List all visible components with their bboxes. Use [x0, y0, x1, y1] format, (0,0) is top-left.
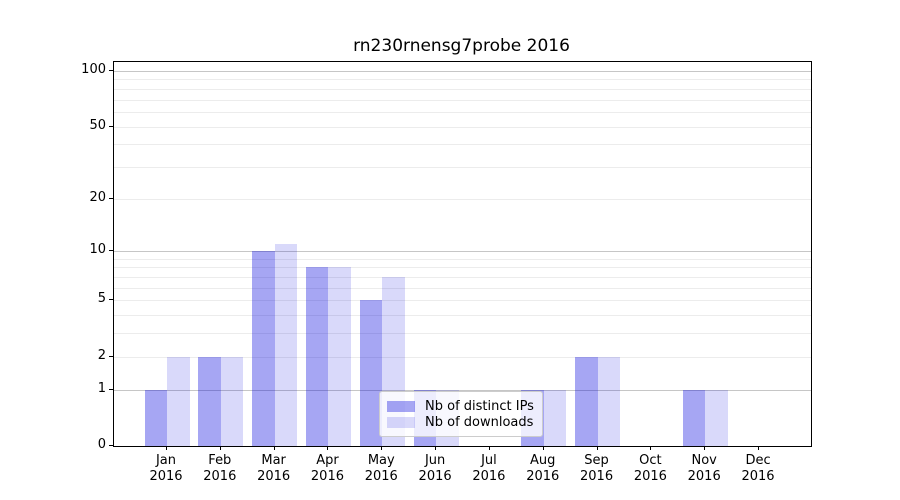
legend-label: Nb of downloads [425, 414, 534, 430]
gridline-major [114, 389, 811, 391]
x-tick-label: Feb 2016 [203, 453, 237, 484]
legend-swatch-distinct-ips [387, 400, 415, 412]
bar [543, 389, 567, 446]
chart-title: rn230rnensg7probe 2016 [353, 36, 570, 56]
legend-item-distinct-ips: Nb of distinct IPs [387, 398, 534, 414]
gridline-minor [114, 258, 811, 260]
x-tick-label: Sep 2016 [580, 453, 614, 484]
bar [220, 356, 244, 446]
bar [359, 300, 383, 446]
x-tick-label: Aug 2016 [526, 453, 560, 484]
plot-area: Nb of distinct IPs Nb of downloads [113, 61, 812, 447]
bar [682, 389, 706, 446]
x-tick-mark [488, 446, 490, 450]
x-tick-mark [650, 446, 652, 450]
bar [198, 356, 221, 446]
gridline-minor [114, 88, 811, 90]
x-tick-label: Jun 2016 [418, 453, 452, 484]
y-tick-mark [109, 197, 113, 199]
legend-label: Nb of distinct IPs [425, 398, 534, 414]
x-tick-label: Dec 2016 [741, 453, 775, 484]
legend-swatch-downloads [387, 416, 415, 428]
y-tick-label: 5 [97, 291, 106, 307]
gridline-major [114, 71, 811, 72]
x-tick-mark [704, 446, 706, 450]
gridline-minor [114, 126, 811, 128]
x-tick-mark [435, 446, 437, 450]
x-tick-label: Nov 2016 [687, 453, 721, 484]
gridline-minor [114, 300, 811, 302]
gridline-minor [114, 267, 811, 269]
gridline-major [114, 251, 811, 253]
gridline-minor [114, 356, 811, 358]
y-tick-label: 10 [89, 242, 106, 258]
y-tick-label: 50 [89, 117, 106, 133]
y-tick-label: 1 [97, 380, 106, 396]
x-tick-label: Apr 2016 [310, 453, 344, 484]
gridline-minor [114, 166, 811, 168]
x-tick-mark [596, 446, 598, 450]
y-tick-label: 0 [97, 437, 106, 452]
bar [274, 244, 298, 446]
x-tick-mark [273, 446, 275, 450]
y-tick-mark [109, 250, 113, 252]
y-tick-mark [109, 299, 113, 301]
bar [252, 251, 275, 446]
legend-item-downloads: Nb of downloads [387, 414, 534, 430]
y-tick-mark [109, 70, 113, 71]
y-tick-mark [109, 445, 113, 446]
gridline-minor [114, 198, 811, 200]
bar [575, 356, 598, 446]
gridline-minor [114, 277, 811, 279]
bar [144, 389, 167, 446]
gridline-minor [114, 333, 811, 335]
y-tick-mark [109, 388, 113, 390]
x-tick-mark [166, 446, 167, 450]
x-tick-mark [758, 446, 760, 450]
y-tick-label: 2 [97, 347, 106, 363]
gridline-minor [114, 287, 811, 289]
bar [705, 389, 728, 446]
y-tick-label: 20 [89, 189, 106, 205]
gridline-minor [114, 79, 811, 81]
bar [305, 267, 329, 446]
gridline-minor [114, 99, 811, 101]
legend: Nb of distinct IPs Nb of downloads [379, 391, 543, 437]
x-tick-mark [327, 446, 329, 450]
y-tick-mark [109, 355, 113, 357]
x-tick-label: May 2016 [364, 453, 398, 484]
x-tick-label: Mar 2016 [257, 453, 291, 484]
x-tick-mark [542, 446, 544, 450]
x-tick-label: Jul 2016 [472, 453, 506, 484]
bar [167, 356, 190, 446]
gridline-minor [114, 111, 811, 113]
x-tick-mark [381, 446, 383, 450]
gridline-minor [114, 315, 811, 317]
bar [597, 356, 621, 446]
x-tick-label: Oct 2016 [633, 453, 667, 484]
y-tick-mark [109, 125, 113, 127]
x-tick-mark [219, 446, 221, 450]
x-tick-label: Jan 2016 [149, 453, 183, 484]
gridline-minor [114, 144, 811, 146]
bar [328, 267, 351, 446]
y-tick-label: 100 [81, 62, 106, 77]
